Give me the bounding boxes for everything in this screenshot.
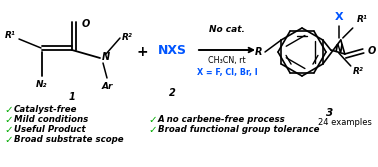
Text: N₂: N₂ xyxy=(36,80,48,89)
Text: Useful Product: Useful Product xyxy=(14,125,86,134)
Text: X: X xyxy=(335,12,343,22)
Text: R²: R² xyxy=(353,67,364,76)
Text: A no carbene-free process: A no carbene-free process xyxy=(158,116,286,125)
Text: Broad substrate scope: Broad substrate scope xyxy=(14,135,124,144)
Text: ✓: ✓ xyxy=(4,105,13,115)
Text: Ar: Ar xyxy=(101,82,113,91)
Text: Mild conditions: Mild conditions xyxy=(14,116,88,125)
Text: ✓: ✓ xyxy=(4,125,13,135)
Text: ✓: ✓ xyxy=(148,115,157,125)
Text: R: R xyxy=(254,47,262,57)
Text: R²: R² xyxy=(122,33,133,42)
Text: NXS: NXS xyxy=(158,43,186,56)
Text: N: N xyxy=(335,44,343,54)
Text: CH₃CN, rt: CH₃CN, rt xyxy=(208,56,246,65)
Text: +: + xyxy=(136,45,148,59)
Text: 3: 3 xyxy=(326,108,334,118)
Text: 2: 2 xyxy=(169,88,175,98)
Text: R¹: R¹ xyxy=(357,15,368,24)
Text: O: O xyxy=(82,19,90,29)
Text: 24 examples: 24 examples xyxy=(318,118,372,127)
Text: ✓: ✓ xyxy=(4,115,13,125)
Text: ✓: ✓ xyxy=(148,125,157,135)
Text: O: O xyxy=(368,46,376,56)
Text: R¹: R¹ xyxy=(5,32,16,41)
Text: N: N xyxy=(102,52,110,62)
Text: Catalyst-free: Catalyst-free xyxy=(14,106,77,115)
Text: No cat.: No cat. xyxy=(209,25,245,34)
Text: Broad functional group tolerance: Broad functional group tolerance xyxy=(158,125,319,134)
Text: ✓: ✓ xyxy=(4,135,13,145)
Text: 1: 1 xyxy=(69,92,75,102)
Text: X = F, Cl, Br, I: X = F, Cl, Br, I xyxy=(197,68,257,77)
